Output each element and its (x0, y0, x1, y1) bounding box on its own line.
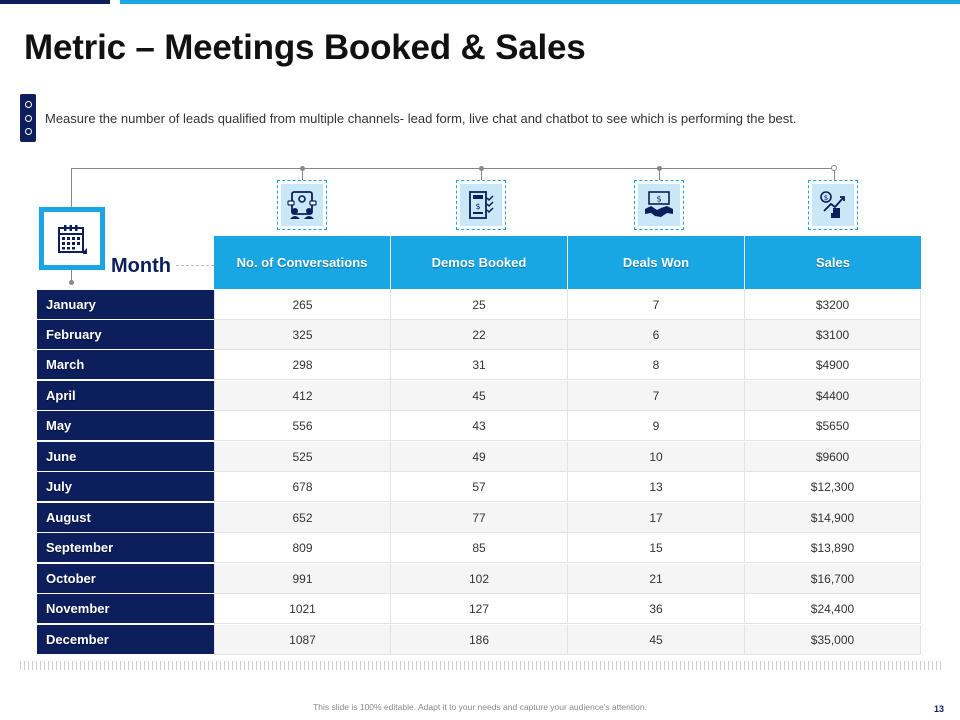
chat-people-icon (287, 191, 317, 219)
svg-text:$: $ (824, 194, 828, 202)
demos-cell: 127 (391, 594, 568, 624)
connector-line (71, 168, 72, 208)
deals-cell: 9 (568, 411, 745, 441)
demos-cell: 77 (391, 503, 568, 533)
conversations-cell: 678 (214, 472, 391, 502)
deals-cell: 13 (568, 472, 745, 502)
page-number: 13 (934, 704, 945, 714)
demos-icon-box: $ (456, 180, 506, 230)
conversations-cell: 412 (214, 381, 391, 411)
month-cell: October (37, 564, 214, 594)
sales-cell: $9600 (745, 442, 921, 472)
decorative-ruler (20, 661, 942, 670)
deals-cell: 36 (568, 594, 745, 624)
demos-cell: 85 (391, 533, 568, 563)
connector-line (834, 168, 835, 180)
handshake-deal-icon: $ (645, 191, 673, 217)
calculator-invoice-icon: $ (469, 191, 494, 219)
conversations-cell: 1087 (214, 625, 391, 655)
demos-cell: 43 (391, 411, 568, 441)
footer-note: This slide is 100% editable. Adapt it to… (313, 702, 647, 712)
demos-cell: 45 (391, 381, 568, 411)
column-header-deals: Deals Won (568, 236, 745, 289)
demos-cell: 102 (391, 564, 568, 594)
deals-cell: 7 (568, 381, 745, 411)
connector-dot (300, 166, 305, 171)
deals-cell: 10 (568, 442, 745, 472)
month-cell: June (37, 442, 214, 472)
sales-cell: $4900 (745, 350, 921, 380)
sales-cell: $16,700 (745, 564, 921, 594)
row-header-label: Month (111, 255, 171, 277)
conversations-cell: 265 (214, 290, 391, 320)
month-cell: August (37, 503, 214, 533)
demos-cell: 49 (391, 442, 568, 472)
connector-dot (831, 165, 837, 171)
sales-cell: $13,890 (745, 533, 921, 563)
top-accent-bar-light (120, 0, 960, 4)
conversations-cell: 1021 (214, 594, 391, 624)
month-cell: February (37, 320, 214, 350)
connector-line (659, 168, 660, 180)
conversations-cell: 325 (214, 320, 391, 350)
month-cell: December (37, 625, 214, 655)
month-cell: January (37, 290, 214, 320)
svg-text:$: $ (656, 195, 661, 204)
month-cell: March (37, 350, 214, 380)
conversations-cell: 809 (214, 533, 391, 563)
sales-cell: $3100 (745, 320, 921, 350)
demos-cell: 57 (391, 472, 568, 502)
connector-line (71, 168, 835, 169)
deals-cell: 7 (568, 290, 745, 320)
deals-icon-box: $ (634, 180, 684, 230)
sales-cell: $5650 (745, 411, 921, 441)
sales-icon-box: $ (808, 180, 858, 230)
bullet-dots-icon (20, 94, 36, 142)
connector-dot (657, 166, 662, 171)
conversations-icon-box (277, 180, 327, 230)
connector-dot (69, 280, 74, 285)
deals-cell: 8 (568, 350, 745, 380)
month-cell: July (37, 472, 214, 502)
month-cell: November (37, 594, 214, 624)
page-subtitle: Measure the number of leads qualified fr… (45, 111, 797, 126)
connector-line (71, 270, 72, 282)
demos-cell: 22 (391, 320, 568, 350)
column-header-sales: Sales (745, 236, 921, 289)
top-accent-bar-dark (0, 0, 110, 4)
column-header-demos: Demos Booked (391, 236, 568, 289)
sales-cell: $12,300 (745, 472, 921, 502)
deals-cell: 6 (568, 320, 745, 350)
sales-cell: $35,000 (745, 625, 921, 655)
month-cell: September (37, 533, 214, 563)
svg-text:$: $ (475, 202, 480, 211)
deals-cell: 45 (568, 625, 745, 655)
sales-cell: $14,900 (745, 503, 921, 533)
sales-cell: $4400 (745, 381, 921, 411)
demos-cell: 25 (391, 290, 568, 320)
dashed-connector (176, 265, 214, 266)
conversations-cell: 556 (214, 411, 391, 441)
conversations-cell: 525 (214, 442, 391, 472)
month-cell: May (37, 411, 214, 441)
connector-dot (479, 166, 484, 171)
column-header-conversations: No. of Conversations (214, 236, 391, 289)
deals-cell: 21 (568, 564, 745, 594)
conversations-cell: 298 (214, 350, 391, 380)
connector-line (481, 168, 482, 180)
month-cell: April (37, 381, 214, 411)
page-title: Metric – Meetings Booked & Sales (24, 28, 586, 67)
hand-growth-chart-icon: $ (820, 191, 845, 218)
calendar-icon (58, 224, 87, 254)
sales-cell: $24,400 (745, 594, 921, 624)
connector-line (302, 168, 303, 180)
conversations-cell: 652 (214, 503, 391, 533)
deals-cell: 17 (568, 503, 745, 533)
calendar-icon-box (39, 207, 105, 270)
conversations-cell: 991 (214, 564, 391, 594)
demos-cell: 186 (391, 625, 568, 655)
demos-cell: 31 (391, 350, 568, 380)
sales-cell: $3200 (745, 290, 921, 320)
deals-cell: 15 (568, 533, 745, 563)
